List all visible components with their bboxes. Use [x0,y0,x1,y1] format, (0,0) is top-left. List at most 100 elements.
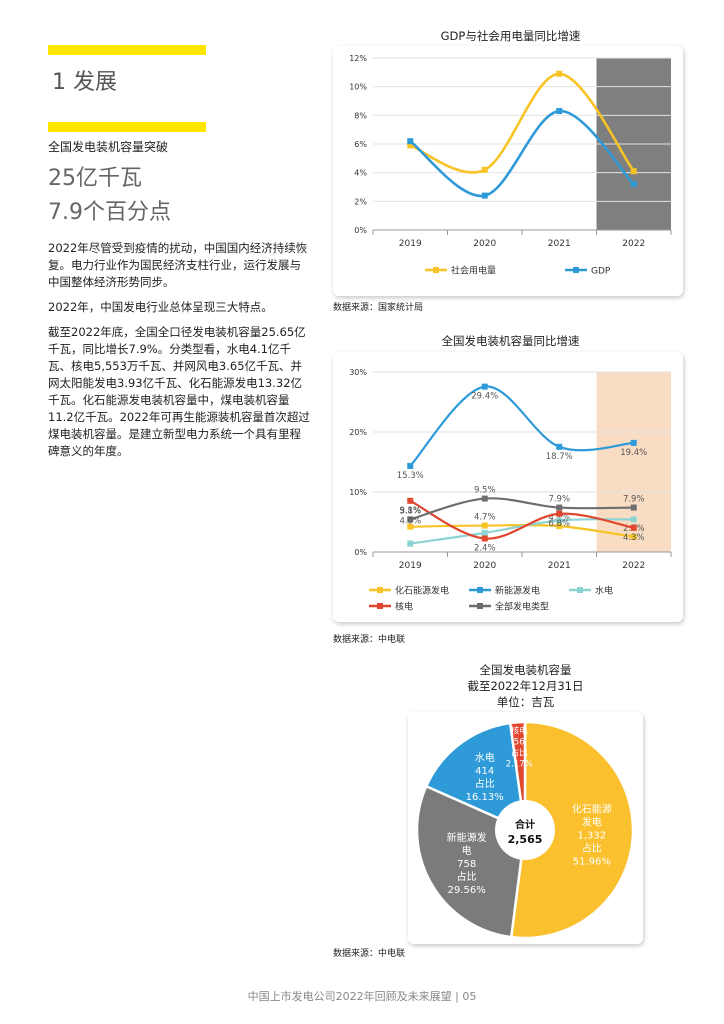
x-tick-label: 2019 [399,561,422,571]
section-accent-bar [48,45,206,55]
page-footer: 中国上市发电公司2022年回顾及未来展望 | 05 [247,990,477,1003]
data-point [630,516,637,523]
data-point [556,504,563,511]
chart3-unit: 单位：吉瓦 [496,695,555,709]
y-tick-label: 12% [349,54,367,63]
pie-slice-label: 化石能源 [572,802,612,815]
data-point [556,70,563,77]
data-point [407,516,414,523]
y-tick-label: 10% [349,488,367,497]
data-point [481,192,488,199]
pie-slice-label: 电 [462,844,472,857]
x-tick-label: 2021 [548,561,571,571]
data-label: 9.1% [399,506,421,516]
data-label: 4.7% [474,513,496,523]
y-tick-label: 8% [354,111,367,120]
chart3-subtitle: 截至2022年12月31日 [467,679,584,693]
data-point [630,524,637,531]
data-point [481,522,488,529]
x-tick-label: 2022 [622,561,645,571]
data-label: 6.8% [548,519,570,529]
legend-marker [377,587,383,593]
series-line-0 [409,72,635,174]
pie-slice-label: 新能源发 [447,831,487,844]
y-tick-label: 30% [349,368,367,377]
series-line-1 [409,109,635,197]
pie-slice-label: 占比 [511,747,528,758]
series-line-1 [409,385,634,467]
x-tick-label: 2020 [473,239,496,249]
data-label: 29.4% [471,392,498,402]
x-tick-label: 2019 [399,239,422,249]
pie-slice-label: 发电 [582,815,602,828]
pie-slice-0 [509,720,635,940]
y-tick-label: 20% [349,428,367,437]
legend-marker [477,603,483,609]
y-tick-label: 6% [354,140,367,149]
data-label: 4.0% [399,517,421,527]
data-point [407,540,414,547]
series-line-3 [409,499,634,540]
data-label: 2.4% [474,544,496,554]
data-point [407,462,414,469]
legend-label: 社会用电量 [451,265,496,277]
y-tick-label: 2% [354,197,367,206]
pie-slice-label: 56 [514,737,525,747]
data-point [481,529,488,536]
data-point [556,510,563,517]
legend-marker [573,267,579,273]
x-tick-label: 2021 [548,239,571,249]
data-point [556,443,563,450]
data-point [407,523,414,530]
pie-slice-label: 核电 [511,725,529,736]
chart3-title: 全国发电装机容量 [479,663,572,677]
stat-growth: 7.9个百分点 [48,200,171,225]
pie-slice-label: 水电 [475,751,495,764]
chart3-source: 数据来源：中电联 [333,949,406,959]
pie-slice-2 [424,721,527,833]
chart2-card: 0%10%20%30%20192020202120224.1%2.7%15.3%… [333,352,683,622]
data-point [630,439,637,446]
data-point [630,504,637,511]
pie-slice-label: 51.96% [573,856,611,867]
paragraph-2: 2022年，中国发电行业总体呈现三大特点。 [48,300,273,314]
data-point [481,535,488,542]
stat-capacity: 25亿千瓦 [48,166,142,191]
legend-label: 化石能源发电 [395,585,449,597]
y-tick-label: 4% [354,169,367,178]
data-label: 7.9% [548,495,570,505]
pie-center-label: 合计 [514,818,535,831]
chart2-title: 全国发电装机容量同比增速 [441,334,580,348]
legend-label: GDP [591,267,611,277]
x-tick-label: 2020 [473,561,496,571]
x-tick-label: 2022 [622,239,645,249]
legend-marker [577,587,583,593]
data-label: 19.4% [620,448,647,458]
data-point [407,138,414,145]
chart1-title: GDP与社会用电量同比增速 [440,29,581,43]
capacity-pie-chart: 化石能源发电1,332占比51.96%新能源发电758占比29.56%水电414… [415,720,635,940]
data-point [481,166,488,173]
pie-slice-label: 29.56% [448,885,486,896]
pie-center [495,800,555,860]
series-line-4 [409,497,634,521]
pie-slice-label: 1,332 [578,830,607,841]
data-label: 9.5% [474,486,496,496]
y-tick-label: 0% [354,226,367,235]
data-point [407,497,414,504]
paragraph-3: 截至2022年底，全国全口径发电装机容量25.65亿千瓦，同比增长7.9%。分类… [48,325,310,458]
data-label: 5.8% [399,506,421,516]
legend-marker [433,267,439,273]
legend-label: 全部发电类型 [495,601,549,613]
pie-slice-label: 414 [475,766,494,777]
section-title: 1 发展 [52,70,117,95]
pie-slice-label: 16.13% [466,792,504,803]
data-point [630,168,637,175]
y-tick-label: 10% [349,83,367,92]
data-label: 7.9% [623,495,645,505]
data-label: 4.3% [623,533,645,543]
pie-slice-label: 2.17% [506,759,533,769]
chart1-source: 数据来源：国家统计局 [333,303,424,313]
data-label: 15.3% [397,471,424,481]
pie-center-value: 2,565 [508,833,543,846]
